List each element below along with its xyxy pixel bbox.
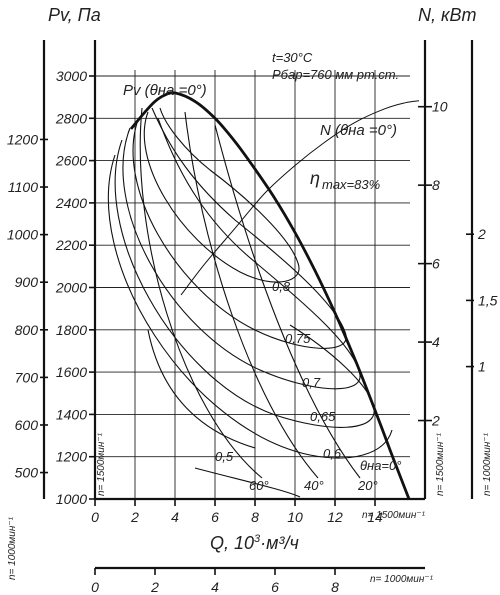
y-tick-label-1500: 2600 <box>55 153 87 169</box>
x-axis-title: Q, 103·м³/ч <box>210 533 299 553</box>
grid-vertical <box>134 70 376 499</box>
x-tick-label-1500: 4 <box>171 509 179 525</box>
vane-curve-lower-right <box>194 467 301 498</box>
y-tick-label-1500: 1200 <box>56 449 87 465</box>
y-right-title: N, кВт <box>418 5 477 25</box>
eta-curve-0-75 <box>132 107 347 349</box>
x-tick-label-1000: 0 <box>91 579 99 595</box>
y-tick-label-1000: 1100 <box>8 179 38 195</box>
kw-tick-label-1000: 1,5 <box>478 292 498 308</box>
x-tick-label-1500: 2 <box>130 509 139 525</box>
eta-label-0-5: 0,5 <box>215 449 234 464</box>
x-tick-label-1500: 0 <box>91 509 99 525</box>
x-tick-label-1500: 14 <box>367 509 383 525</box>
kw-tick-label-1500: 6 <box>432 256 440 272</box>
y-tick-label-1500: 1800 <box>56 322 87 338</box>
eta-curve-0-65 <box>114 139 375 428</box>
eta-max-symbol: η <box>310 168 320 188</box>
eta-label-0-7: 0,7 <box>302 375 321 390</box>
y-tick-label-1500: 1600 <box>56 364 87 380</box>
x-tick-label-1500: 6 <box>211 509 219 525</box>
x-tick-label-1500: 12 <box>327 509 343 525</box>
power-curve-label: N (θна =0°) <box>320 122 397 139</box>
rpm-label-bottom-1000: n= 1000мин⁻¹ <box>370 574 434 585</box>
y-tick-label-1000: 600 <box>15 417 39 433</box>
y-tick-label-1500: 2400 <box>55 195 87 211</box>
y-left-title: Pv, Па <box>48 5 101 25</box>
eta-label-0-65: 0,65 <box>310 409 336 424</box>
condition-temp: t=30°C <box>272 50 313 65</box>
kw-tick-label-1500: 10 <box>432 99 448 115</box>
x-axis-title-unit: ·м³/ч <box>260 533 299 553</box>
kw-tick-label-1000: 1 <box>478 359 486 375</box>
rpm-label-left-1000: n= 1000мин⁻¹ <box>7 516 18 580</box>
eta-max-value: max=83% <box>322 177 380 192</box>
vane-curve-20 <box>214 124 361 479</box>
axis-ticks <box>40 75 474 575</box>
power-curve <box>180 100 420 296</box>
y-tick-label-1000: 700 <box>15 369 39 385</box>
condition-pressure: Pбар=760 мм рт.ст. <box>272 67 399 82</box>
x-tick-label-1000: 6 <box>271 579 279 595</box>
axis-tick-labels: 0 2 4 6 8 10 12 1410001200140016001800200022002… <box>7 68 498 595</box>
rpm-label-right-1500: n= 1500мин⁻¹ <box>435 432 446 496</box>
vane-curve-40 <box>184 111 319 479</box>
y-tick-label-1000: 800 <box>15 322 39 338</box>
x-axis-title-exponent: 3 <box>254 533 261 545</box>
angle-label-20: 20° <box>357 478 378 493</box>
x-tick-label-1000: 8 <box>331 579 339 595</box>
vane-curve-60 <box>139 107 263 479</box>
angle-label-60: 60° <box>249 478 269 493</box>
efficiency-curves <box>107 107 393 498</box>
eta-curve-0-7 <box>122 117 361 390</box>
angle-label-0: θна=0° <box>360 458 401 473</box>
kw-tick-label-1000: 2 <box>477 226 486 242</box>
y-tick-label-1000: 900 <box>15 274 39 290</box>
y-tick-label-1500: 2800 <box>55 110 87 126</box>
kw-tick-label-1500: 4 <box>432 334 440 350</box>
rpm-label-left-1500: n= 1500мин⁻¹ <box>96 432 107 496</box>
x-tick-label-1000: 2 <box>150 579 159 595</box>
eta-label-0-8: 0,8 <box>272 279 291 294</box>
y-tick-label-1000: 1000 <box>7 227 38 243</box>
rpm-label-right-1000: n= 1000мин⁻¹ <box>482 432 493 496</box>
kw-tick-label-1500: 8 <box>432 177 440 193</box>
y-tick-label-1500: 3000 <box>56 68 87 84</box>
x-tick-label-1000: 4 <box>211 579 219 595</box>
pv-curve-label: Pv (θна =0°) <box>123 82 207 99</box>
grid <box>95 70 410 499</box>
y-tick-label-1000: 500 <box>15 465 39 481</box>
grid-horizontal <box>95 75 410 458</box>
y-tick-label-1500: 2000 <box>55 280 87 296</box>
pv-curve <box>129 91 411 500</box>
x-tick-label-1500: 10 <box>287 509 303 525</box>
angle-label-40: 40° <box>304 478 324 493</box>
y-tick-label-1000: 1200 <box>7 131 38 147</box>
kw-tick-label-1500: 2 <box>431 413 440 429</box>
eta-label-0-75: 0,75 <box>285 331 311 346</box>
y-tick-label-1500: 2200 <box>55 237 87 253</box>
eta-curve-0-6 <box>107 154 393 459</box>
rpm-label-bottom-1500: n= 1500мин⁻¹ <box>362 510 426 521</box>
y-tick-label-1500: 1000 <box>56 491 87 507</box>
eta-curve-0-8 <box>143 107 300 283</box>
x-tick-label-1500: 8 <box>251 509 259 525</box>
y-tick-label-1500: 1400 <box>56 406 87 422</box>
eta-curve-0-5 <box>147 329 256 449</box>
eta-label-0-6: 0,6 <box>323 446 342 461</box>
